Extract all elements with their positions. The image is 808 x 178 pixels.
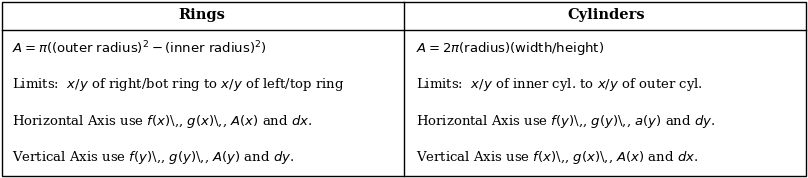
Text: Horizontal Axis use $f(x)$\,, $g(x)$\,, $A(x)$ and $dx$.: Horizontal Axis use $f(x)$\,, $g(x)$\,, … (12, 113, 313, 130)
Text: Vertical Axis use $f(x)$\,, $g(x)$\,, $A(x)$ and $dx$.: Vertical Axis use $f(x)$\,, $g(x)$\,, $A… (416, 149, 698, 166)
Text: Rings: Rings (179, 8, 225, 22)
Text: Limits:  $x/y$ of right/bot ring to $x/y$ of left/top ring: Limits: $x/y$ of right/bot ring to $x/y$… (12, 76, 344, 93)
Text: Cylinders: Cylinders (567, 8, 645, 22)
Text: $A = \pi((\mathrm{outer\ radius})^2 - (\mathrm{inner\ radius})^2)$: $A = \pi((\mathrm{outer\ radius})^2 - (\… (12, 40, 267, 57)
Text: $A = 2\pi(\mathrm{radius})(\mathrm{width/height})$: $A = 2\pi(\mathrm{radius})(\mathrm{width… (416, 40, 604, 57)
Text: Vertical Axis use $f(y)$\,, $g(y)$\,, $A(y)$ and $dy$.: Vertical Axis use $f(y)$\,, $g(y)$\,, $A… (12, 149, 294, 166)
Text: Horizontal Axis use $f(y)$\,, $g(y)$\,, $a(y)$ and $dy$.: Horizontal Axis use $f(y)$\,, $g(y)$\,, … (416, 113, 715, 130)
Text: Limits:  $x/y$ of inner cyl. to $x/y$ of outer cyl.: Limits: $x/y$ of inner cyl. to $x/y$ of … (416, 76, 703, 93)
